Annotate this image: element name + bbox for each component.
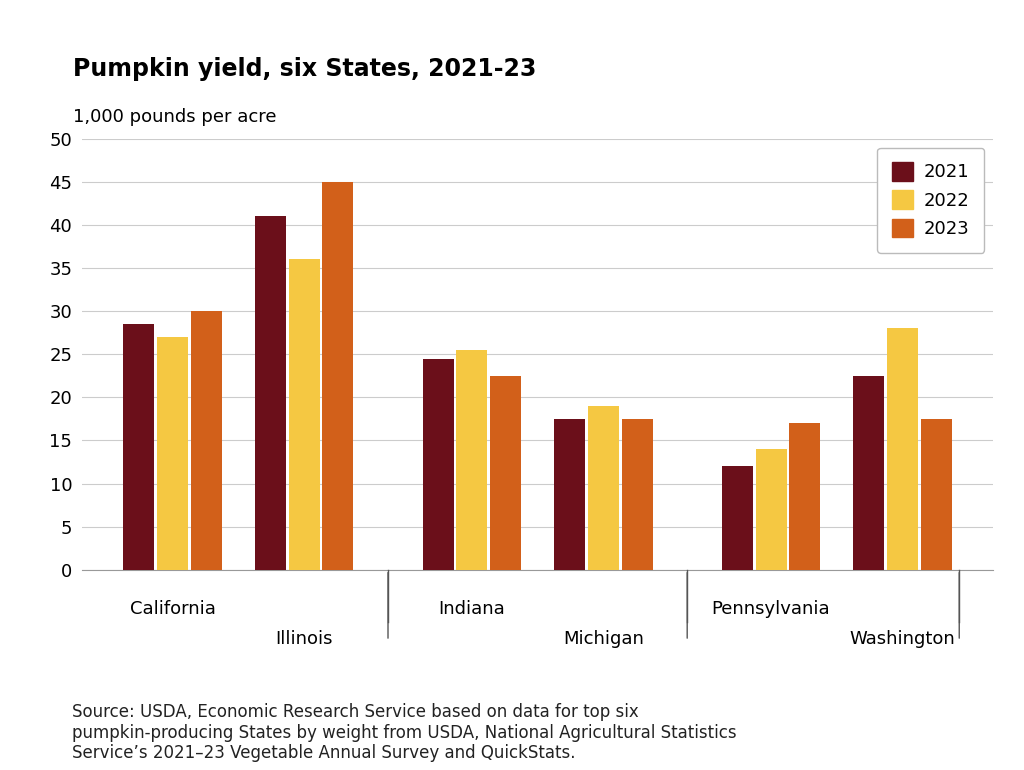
Bar [157, 337, 188, 570]
Text: 1,000 pounds per acre: 1,000 pounds per acre [73, 109, 276, 126]
Bar [190, 311, 222, 570]
Text: Indiana: Indiana [438, 600, 505, 618]
Legend: 2021, 2022, 2023: 2021, 2022, 2023 [878, 148, 984, 253]
Bar [423, 359, 454, 570]
Text: Source: USDA, Economic Research Service based on data for top six
pumpkin-produc: Source: USDA, Economic Research Service … [72, 703, 736, 762]
Bar [255, 216, 286, 570]
Bar [490, 376, 521, 570]
Text: Pumpkin yield, six States, 2021-23: Pumpkin yield, six States, 2021-23 [73, 57, 537, 81]
Bar [790, 424, 820, 570]
Bar [588, 406, 618, 570]
Bar [123, 324, 155, 570]
Text: Illinois: Illinois [275, 630, 333, 648]
Text: Washington: Washington [850, 630, 955, 648]
Bar [289, 259, 319, 570]
Bar [756, 449, 786, 570]
Bar [554, 419, 585, 570]
Text: California: California [130, 600, 216, 618]
Bar [323, 182, 353, 570]
Text: Pennsylvania: Pennsylvania [712, 600, 830, 618]
Text: Michigan: Michigan [563, 630, 644, 648]
Bar [457, 350, 487, 570]
Bar [853, 376, 885, 570]
Bar [722, 467, 753, 570]
Bar [622, 419, 652, 570]
Bar [921, 419, 952, 570]
Bar [887, 328, 919, 570]
